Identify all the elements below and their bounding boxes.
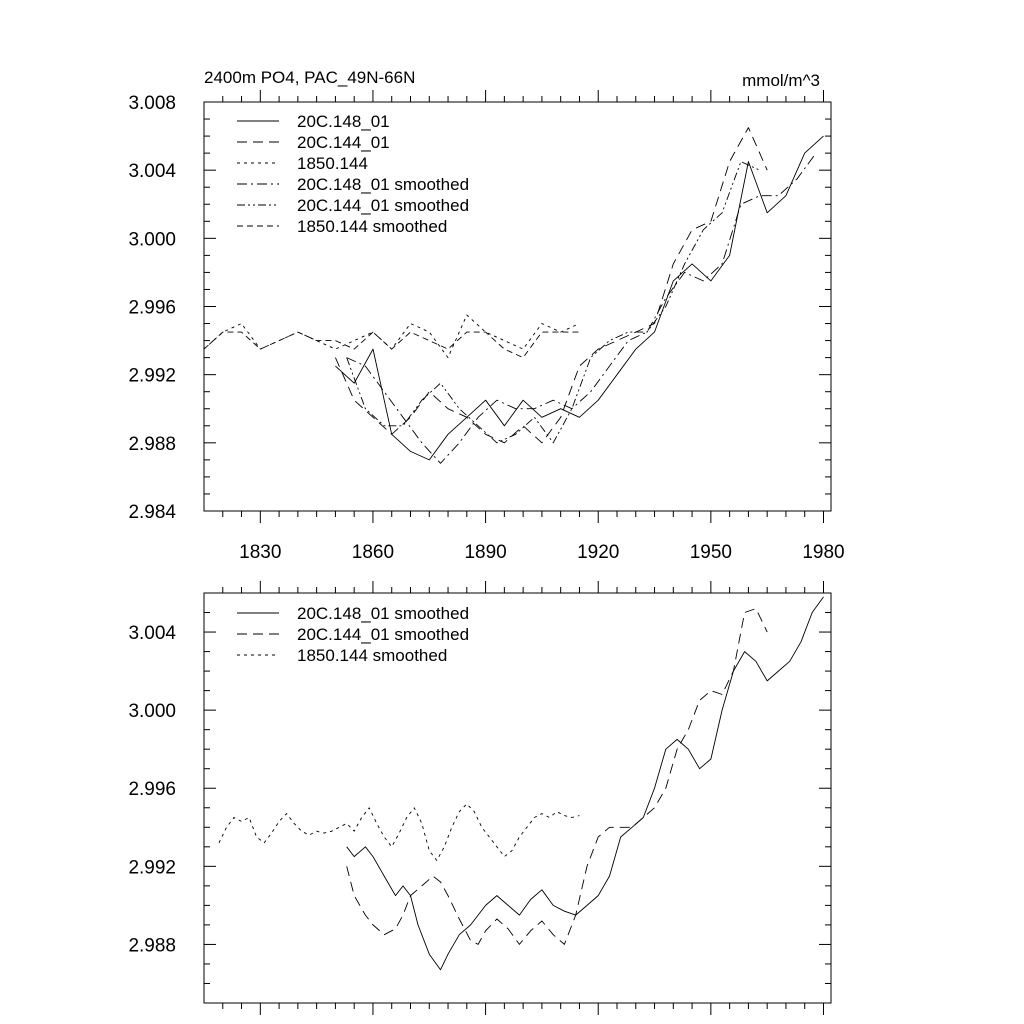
- x-tick-label: 1890: [464, 542, 506, 563]
- legend-label: 20C.148_01 smoothed: [297, 175, 469, 194]
- series-line-1850-144: [203, 314, 580, 359]
- y-tick-label: 3.004: [128, 161, 176, 182]
- units-label: mmol/m^3: [742, 71, 820, 90]
- chart-title: 2400m PO4, PAC_49N-66N: [204, 68, 415, 87]
- plot-frame: [203, 592, 832, 1004]
- series-line-20c-144-01-smoothed: [346, 161, 760, 444]
- series-line-20c-148-01: [335, 135, 824, 461]
- series-line-20c-148-01-smoothed: [346, 596, 824, 971]
- top-panel: 2400m PO4, PAC_49N-66N mmol/m^3 1830 1860…: [128, 68, 844, 563]
- x-tick-label: 1950: [690, 542, 732, 563]
- x-tick-label: 1920: [577, 542, 619, 563]
- legend-label: 20C.148_01 smoothed: [297, 604, 469, 623]
- legend-label: 1850.144: [297, 154, 368, 173]
- y-tick-label: 2.988: [128, 434, 176, 455]
- x-tick-label: 1860: [352, 542, 394, 563]
- y-tick-label: 2.988: [128, 935, 176, 956]
- y-tick-label: 2.992: [128, 857, 176, 878]
- legend-label: 1850.144 smoothed: [297, 646, 447, 665]
- series-line-1850-144-smoothed: [218, 803, 580, 861]
- y-tick-label: 3.008: [128, 93, 176, 114]
- y-tick-label: 3.000: [128, 229, 176, 250]
- bottom-panel: 2.988 2.992 2.996 3.000 3.004 20C.148_01 smoo…: [128, 581, 832, 1015]
- legend-label: 20C.144_01 smoothed: [297, 625, 469, 644]
- y-tick-label: 3.004: [128, 623, 176, 644]
- legend-label: 20C.148_01: [297, 112, 390, 131]
- y-tick-label: 3.000: [128, 701, 176, 722]
- legend-label: 1850.144 smoothed: [297, 217, 447, 236]
- y-tick-label: 2.996: [128, 298, 176, 319]
- x-tick-label: 1980: [802, 542, 844, 563]
- y-tick-label: 2.996: [128, 779, 176, 800]
- y-tick-label: 2.992: [128, 366, 176, 387]
- series-line-20c-144-01-smoothed: [346, 608, 768, 945]
- y-tick-label: 2.984: [128, 502, 176, 523]
- legend-label: 20C.144_01: [297, 133, 390, 152]
- series-line-1850-144-smoothed: [203, 331, 580, 359]
- x-tick-label: 1830: [239, 542, 281, 563]
- legend-label: 20C.144_01 smoothed: [297, 196, 469, 215]
- series-line-20c-148-01-smoothed: [346, 152, 817, 464]
